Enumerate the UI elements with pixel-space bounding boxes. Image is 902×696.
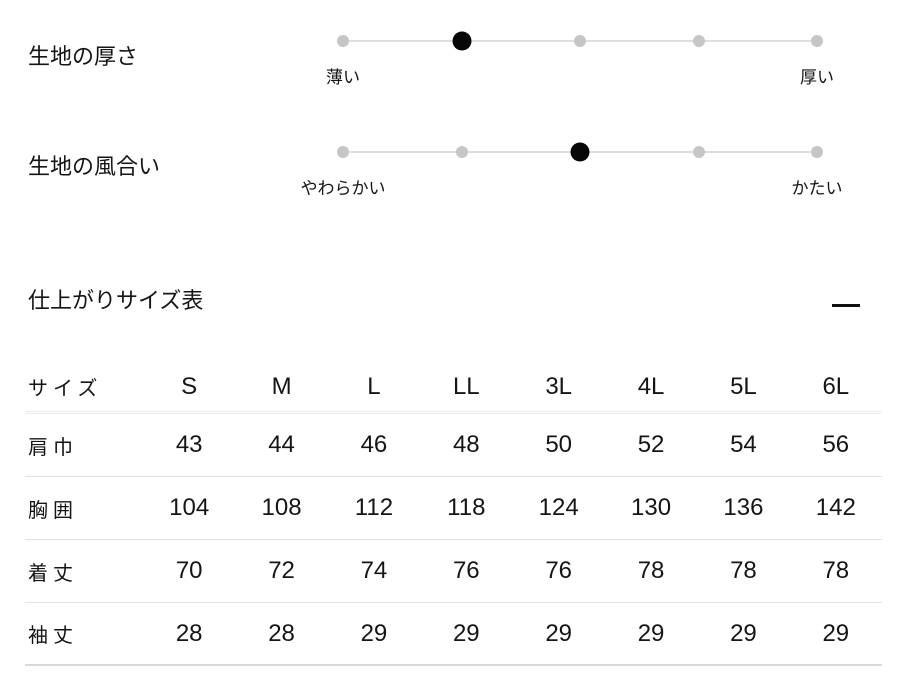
size-value: 29 xyxy=(637,619,665,647)
size-value: 142 xyxy=(815,494,856,521)
size-value: 76 xyxy=(545,557,573,584)
table-row: 着丈 70 72 74 76 76 78 78 78 xyxy=(25,540,882,603)
column-header: 6L xyxy=(822,372,850,400)
size-value: 43 xyxy=(175,431,203,458)
scale-dot xyxy=(337,35,349,47)
scale-left-label: 薄い xyxy=(326,68,360,87)
size-value: 104 xyxy=(169,494,210,521)
size-value: 29 xyxy=(360,619,388,647)
scale-dot-active xyxy=(570,142,590,162)
fabric-texture-scale: やわらかい かたい xyxy=(301,142,843,198)
size-table: サイズ S M L LL 3L 4L 5L 6L 肩巾 43 44 46 48 50 52 54 56 胸囲 104 1… xyxy=(25,362,882,666)
row-label: 着丈 xyxy=(28,562,78,585)
size-table-title: 仕上がりサイズ表 xyxy=(28,288,204,313)
scale-dot xyxy=(811,146,823,158)
table-row: 肩巾 43 44 46 48 50 52 54 56 xyxy=(25,414,882,477)
size-value: 74 xyxy=(360,557,388,584)
column-header-size-label: サイズ xyxy=(28,378,103,400)
size-value: 29 xyxy=(730,619,757,647)
scale-right-label: かたい xyxy=(791,179,843,198)
scale-dot-active xyxy=(452,31,471,51)
size-value: 50 xyxy=(545,431,573,458)
row-label: 胸囲 xyxy=(28,499,78,522)
size-value: 29 xyxy=(822,619,850,647)
scale-left-label: やわらかい xyxy=(300,179,386,198)
size-table-collapse-button[interactable] xyxy=(824,292,868,318)
size-value: 28 xyxy=(175,619,203,647)
row-label: 袖丈 xyxy=(28,625,78,647)
table-header-row: サイズ S M L LL 3L 4L 5L 6L xyxy=(25,362,882,411)
size-value: 78 xyxy=(822,557,850,584)
size-value: 54 xyxy=(730,431,757,458)
scale-dot xyxy=(692,146,705,158)
scale-dot xyxy=(337,146,349,158)
size-value: 29 xyxy=(545,619,573,647)
size-value: 48 xyxy=(452,431,480,458)
scale-dot xyxy=(811,35,823,47)
size-value: 46 xyxy=(360,431,388,458)
size-value: 108 xyxy=(261,494,302,521)
column-header: S xyxy=(181,372,198,400)
fabric-thickness-scale: 薄い 厚い xyxy=(326,31,834,87)
size-value: 130 xyxy=(631,494,672,521)
size-value: 78 xyxy=(730,557,757,584)
size-value: 52 xyxy=(637,431,665,458)
column-header: LL xyxy=(452,372,480,400)
fabric-texture-title: 生地の風合い xyxy=(28,154,161,179)
scale-dot xyxy=(455,146,468,158)
scale-dots xyxy=(337,142,823,162)
column-header: L xyxy=(367,372,381,400)
size-value: 70 xyxy=(175,557,203,584)
size-value: 72 xyxy=(268,557,295,584)
size-value: 118 xyxy=(447,494,486,521)
scale-dot xyxy=(692,35,705,47)
size-value: 124 xyxy=(538,494,579,521)
scale-dot xyxy=(574,35,586,47)
minus-icon xyxy=(832,303,860,307)
fabric-thickness-title: 生地の厚さ xyxy=(28,44,139,69)
size-value: 29 xyxy=(452,619,480,647)
header-divider xyxy=(25,411,882,414)
column-header: 5L xyxy=(730,372,757,400)
scale-dots xyxy=(337,31,823,51)
column-header: 3L xyxy=(545,372,573,400)
size-value: 44 xyxy=(268,431,295,458)
scale-right-label: 厚い xyxy=(800,68,834,87)
size-value: 78 xyxy=(637,557,665,584)
size-value: 28 xyxy=(268,619,295,647)
size-value: 112 xyxy=(354,494,394,521)
column-header: M xyxy=(271,372,292,400)
table-row: 胸囲 104 108 112 118 124 130 136 142 xyxy=(25,477,882,540)
table-row: 袖丈 28 28 29 29 29 29 29 29 xyxy=(25,603,882,666)
size-value: 56 xyxy=(822,431,850,458)
row-label: 肩巾 xyxy=(28,436,78,459)
size-value: 76 xyxy=(452,557,480,584)
column-header: 4L xyxy=(637,372,665,400)
size-value: 136 xyxy=(723,494,764,521)
